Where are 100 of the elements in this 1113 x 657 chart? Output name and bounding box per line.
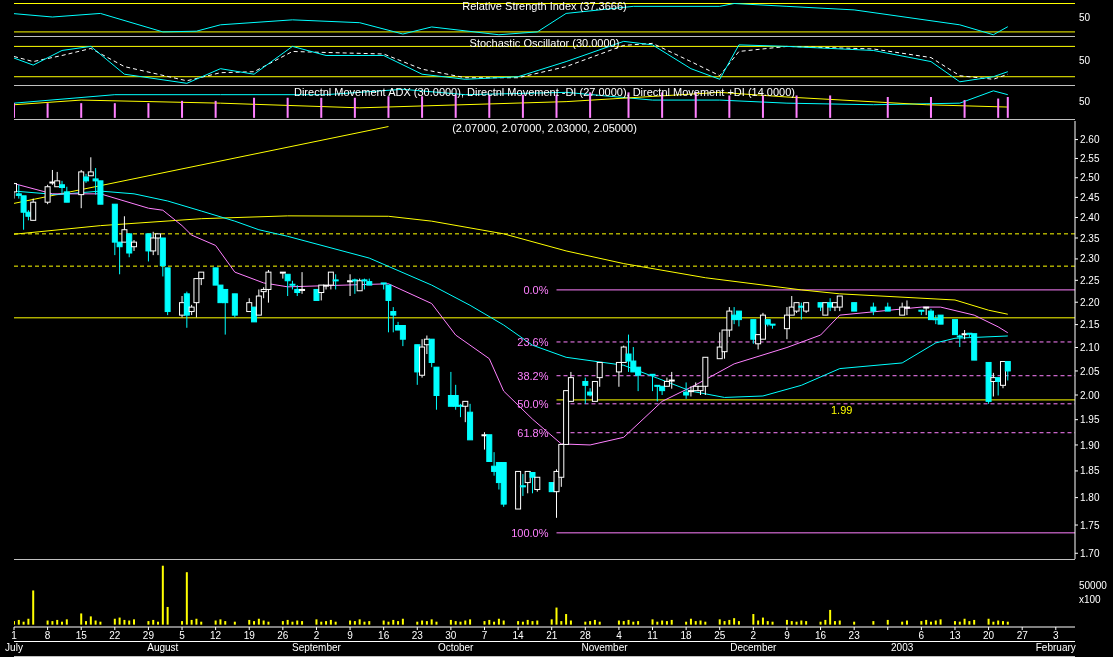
bar bbox=[61, 621, 64, 625]
bar bbox=[387, 96, 390, 118]
x-tick-label: 16 bbox=[814, 630, 827, 642]
bar bbox=[353, 621, 356, 625]
y-tick-label: 1.95 bbox=[1080, 414, 1100, 426]
bar bbox=[992, 621, 995, 625]
bar bbox=[929, 621, 932, 625]
bar bbox=[219, 619, 222, 625]
bar bbox=[459, 621, 462, 625]
bar bbox=[550, 619, 553, 625]
candlestick bbox=[44, 184, 51, 205]
x-tick-label: 12 bbox=[210, 630, 222, 642]
bar bbox=[320, 97, 323, 118]
bar bbox=[233, 621, 236, 625]
y-tick-label: 2.05 bbox=[1080, 365, 1100, 377]
bar bbox=[718, 619, 721, 625]
bar bbox=[939, 619, 942, 625]
bar bbox=[46, 103, 49, 118]
bar bbox=[824, 619, 827, 625]
bar bbox=[80, 613, 83, 625]
x-tick-label: 11 bbox=[647, 630, 659, 642]
x2-tick-label: 2003 bbox=[890, 642, 915, 654]
x-tick-label: 15 bbox=[75, 630, 88, 642]
bar bbox=[872, 621, 875, 625]
bar bbox=[435, 621, 438, 625]
bar bbox=[627, 619, 630, 625]
candlestick bbox=[121, 215, 128, 243]
y-tick-label: 2.00 bbox=[1080, 389, 1100, 401]
text: 50 bbox=[1079, 11, 1091, 24]
x-tick-label: 7 bbox=[481, 630, 488, 642]
bar bbox=[1006, 621, 1009, 625]
bar bbox=[488, 619, 491, 625]
x-tick-label: 8 bbox=[44, 630, 51, 642]
bar bbox=[32, 590, 35, 625]
y-tick-label: 1.90 bbox=[1080, 439, 1100, 451]
bar bbox=[1001, 621, 1004, 625]
bar bbox=[886, 97, 889, 118]
bar bbox=[488, 94, 491, 118]
bar bbox=[685, 621, 688, 625]
bar bbox=[214, 620, 217, 625]
bar bbox=[224, 621, 227, 625]
bar bbox=[661, 620, 664, 625]
bar bbox=[147, 621, 150, 625]
bar bbox=[925, 619, 928, 625]
annotation: 50.0% bbox=[517, 397, 549, 410]
bar bbox=[483, 621, 486, 625]
x2-tick-label: September bbox=[291, 642, 342, 654]
candlestick bbox=[299, 271, 306, 295]
bar bbox=[920, 621, 923, 625]
candlestick bbox=[750, 319, 757, 345]
bar bbox=[123, 619, 126, 625]
chart-title: (2.07000, 2.07000, 2.03000, 2.05000) bbox=[451, 122, 638, 135]
bar bbox=[1006, 97, 1009, 118]
bar bbox=[704, 621, 707, 625]
bar bbox=[248, 619, 251, 625]
candlestick bbox=[999, 361, 1006, 389]
y-tick-label: 1.75 bbox=[1080, 519, 1100, 531]
bar bbox=[833, 621, 836, 625]
bar bbox=[521, 621, 524, 625]
y-tick-label: 1.70 bbox=[1080, 547, 1100, 559]
annotation: 61.8% bbox=[517, 426, 549, 439]
bar bbox=[637, 621, 640, 625]
bar bbox=[905, 620, 908, 625]
bar bbox=[838, 620, 841, 625]
bar bbox=[195, 618, 198, 625]
bar bbox=[99, 621, 102, 625]
bar bbox=[334, 621, 337, 625]
x2-tick-label: December bbox=[729, 642, 778, 654]
bar bbox=[565, 614, 568, 625]
candlestick bbox=[150, 231, 157, 256]
bar bbox=[622, 621, 625, 625]
bar bbox=[497, 618, 500, 625]
x-tick-label: 18 bbox=[680, 630, 693, 642]
x-tick-label: 6 bbox=[918, 630, 925, 642]
candlestick bbox=[231, 293, 238, 318]
bar bbox=[723, 621, 726, 625]
bar bbox=[593, 619, 596, 625]
bar bbox=[181, 621, 184, 625]
bar bbox=[761, 617, 764, 625]
bar bbox=[555, 94, 558, 118]
chart-title: Stochastic Oscillator (30.0000) bbox=[468, 37, 621, 50]
bar bbox=[805, 621, 808, 625]
bar bbox=[166, 606, 169, 625]
y-tick-label: 2.20 bbox=[1080, 296, 1100, 308]
bar bbox=[968, 621, 971, 625]
x-tick-label: 23 bbox=[848, 630, 861, 642]
bar bbox=[392, 619, 395, 625]
bar bbox=[416, 621, 419, 625]
text: 50 bbox=[1079, 54, 1091, 67]
x-tick-label: 19 bbox=[243, 630, 256, 642]
y-tick-label: 1.85 bbox=[1080, 465, 1100, 477]
bar bbox=[929, 97, 932, 118]
bar bbox=[56, 619, 59, 625]
bar bbox=[819, 621, 822, 625]
bar bbox=[598, 621, 601, 625]
x2-tick-label: November bbox=[580, 642, 629, 654]
bar bbox=[886, 619, 889, 625]
bar bbox=[469, 619, 472, 625]
bar bbox=[368, 621, 371, 625]
bar bbox=[257, 618, 260, 625]
